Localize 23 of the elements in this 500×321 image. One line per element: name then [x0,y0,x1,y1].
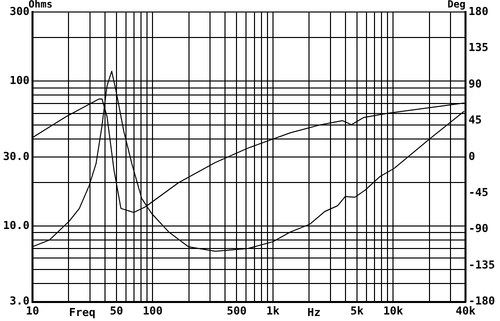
y2-tick-label: -90 [468,222,488,236]
y2-tick-label: 180 [468,4,488,18]
x-tick-label: 5k [350,304,364,318]
y2-tick-label: 45 [468,114,482,127]
y-axis-title: Ohms [28,0,53,11]
text: Hz [307,306,321,320]
x-tick-label: 10k [383,304,404,318]
x-axis-title: Freq [69,306,96,320]
y2-tick-label: -135 [468,258,496,272]
y-tick-label: 300 [10,4,30,18]
y2-tick-label: 135 [468,41,488,54]
y2-axis-title: Deg [447,0,466,11]
x-tick-label: 1k [266,304,280,318]
x-tick-label: 100 [142,304,163,318]
y2-tick-label: 90 [468,77,482,90]
x-tick-label: 50 [110,304,124,318]
y2-tick-label: -45 [468,186,488,199]
y-tick-label: 100 [10,74,30,87]
x-tick-label: 500 [226,304,247,318]
x-tick-label: 40k [456,304,476,318]
y-tick-label: 10.0 [2,218,30,232]
y2-tick-label: 0 [468,150,476,163]
y-tick-label: 30.0 [2,150,30,163]
